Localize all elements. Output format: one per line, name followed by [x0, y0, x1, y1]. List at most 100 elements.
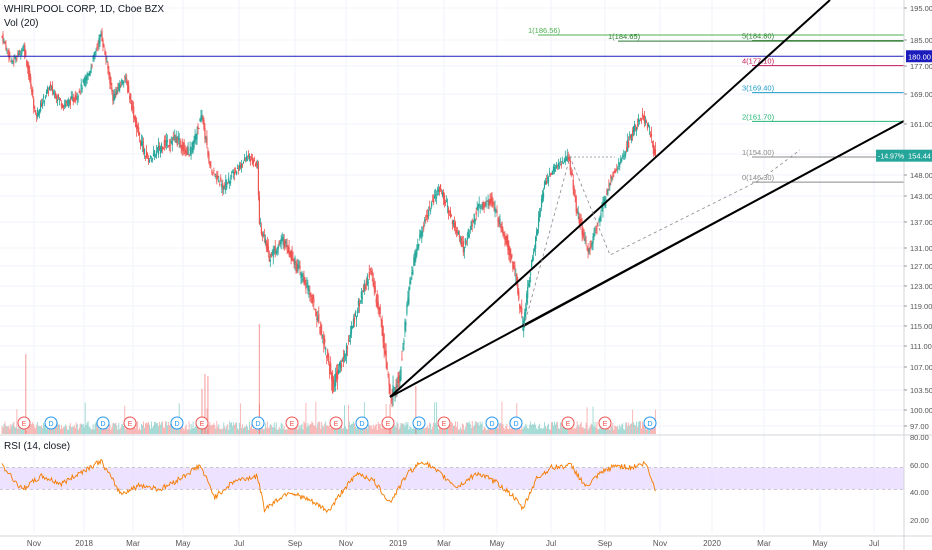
- earnings-marker[interactable]: [17, 416, 31, 430]
- volume-legend[interactable]: Vol (20): [4, 18, 39, 29]
- volume-bar: [271, 427, 273, 434]
- candle-body: [209, 161, 211, 166]
- time-axis-tick-label: May: [489, 539, 504, 548]
- candle-body: [159, 147, 161, 154]
- earnings-marker[interactable]: [251, 416, 265, 430]
- time-axis-tick-label: 2018: [75, 539, 93, 548]
- volume-bar: [346, 428, 347, 434]
- volume-bar: [329, 425, 331, 434]
- candle-body: [370, 271, 372, 273]
- candle-body: [584, 238, 586, 241]
- volume-bar: [36, 424, 38, 434]
- volume-bar: [138, 429, 140, 434]
- volume-bar: [425, 427, 427, 434]
- earnings-marker[interactable]: [123, 416, 137, 430]
- volume-bar: [635, 425, 637, 434]
- candle-body: [271, 252, 273, 254]
- earnings-marker[interactable]: [44, 416, 58, 430]
- earnings-marker[interactable]: [598, 416, 612, 430]
- candle-body: [261, 232, 263, 236]
- price-tag-180[interactable]: [906, 50, 932, 63]
- volume-bar: [231, 422, 233, 434]
- earnings-marker[interactable]: [195, 416, 209, 430]
- volume-bar: [187, 429, 189, 434]
- symbol-title[interactable]: WHIRLPOOL CORP, 1D, Cboe BZX: [4, 4, 165, 15]
- volume-bar: [408, 429, 410, 434]
- rsi-legend[interactable]: RSI (14, close): [4, 441, 71, 452]
- candle-body: [536, 231, 538, 236]
- candle-body: [373, 282, 375, 289]
- volume-bar: [297, 429, 299, 434]
- candle-body: [13, 59, 15, 62]
- candle-body: [51, 85, 54, 92]
- candle-body: [510, 255, 512, 262]
- candle-body: [123, 81, 125, 83]
- candle-body: [605, 198, 607, 203]
- volume-bar: [414, 428, 416, 434]
- candle-body: [337, 369, 339, 380]
- earnings-marker-label: D: [48, 421, 53, 428]
- candle-body: [404, 322, 406, 331]
- candle-body: [633, 126, 635, 133]
- current-price-change: -14.97%: [878, 154, 904, 161]
- candle-body: [54, 93, 57, 99]
- volume-bar: [156, 422, 158, 434]
- candle-body: [437, 189, 440, 192]
- candle-body: [421, 231, 423, 239]
- volume-bar: [171, 421, 173, 434]
- candle-body: [395, 386, 397, 391]
- candle-body: [338, 370, 340, 375]
- candle-body: [326, 355, 328, 359]
- earnings-marker-label: D: [416, 421, 421, 428]
- candle-body: [583, 232, 585, 236]
- volume-bar: [335, 426, 337, 434]
- candle-body: [303, 274, 305, 284]
- volume-bar: [218, 424, 220, 434]
- candle-body: [117, 87, 119, 89]
- current-price-tag[interactable]: [876, 149, 932, 162]
- earnings-marker[interactable]: [561, 416, 575, 430]
- volume-bar: [2, 427, 4, 434]
- candle-body: [436, 197, 438, 199]
- volume-bar: [521, 425, 523, 434]
- earnings-marker[interactable]: [170, 416, 184, 430]
- candle-body: [148, 160, 151, 163]
- volume-bar: [267, 428, 269, 434]
- price-axis-tick-label: 131.00: [910, 244, 932, 253]
- candle-body: [423, 224, 425, 229]
- volume-bar: [58, 424, 60, 434]
- volume-bar: [73, 425, 75, 434]
- earnings-marker[interactable]: [285, 416, 299, 430]
- candle-body: [162, 147, 164, 149]
- volume-bar: [306, 426, 308, 434]
- volume-bar: [146, 422, 147, 434]
- earnings-marker[interactable]: [485, 416, 499, 430]
- earnings-marker[interactable]: [643, 416, 657, 430]
- earnings-marker[interactable]: [437, 416, 451, 430]
- earnings-marker[interactable]: [96, 416, 110, 430]
- earnings-marker[interactable]: [509, 416, 523, 430]
- volume-bar: [341, 421, 343, 434]
- candle-body: [613, 171, 615, 174]
- earnings-marker[interactable]: [329, 416, 343, 430]
- projection-path[interactable]: [523, 149, 801, 327]
- candle-body: [119, 85, 121, 89]
- trendline-steep[interactable]: [389, 0, 831, 398]
- trendline-upper[interactable]: [523, 120, 905, 327]
- volume-bar: [69, 423, 71, 434]
- earnings-marker[interactable]: [355, 416, 369, 430]
- volume-bar: [534, 422, 536, 434]
- volume-bar: [46, 428, 47, 434]
- earnings-marker[interactable]: [412, 416, 426, 430]
- drawings[interactable]: 0(146.30) 1(154.00) 2(161.70) 3(169.40) 4(17…: [0, 0, 905, 398]
- volume-bar: [613, 429, 615, 434]
- earnings-marker[interactable]: [381, 416, 395, 430]
- volume-bar: [608, 427, 610, 434]
- volume-bar: [604, 425, 606, 434]
- candle-body: [225, 180, 227, 191]
- volume-bar: [581, 427, 583, 434]
- volume-bar: [167, 422, 169, 434]
